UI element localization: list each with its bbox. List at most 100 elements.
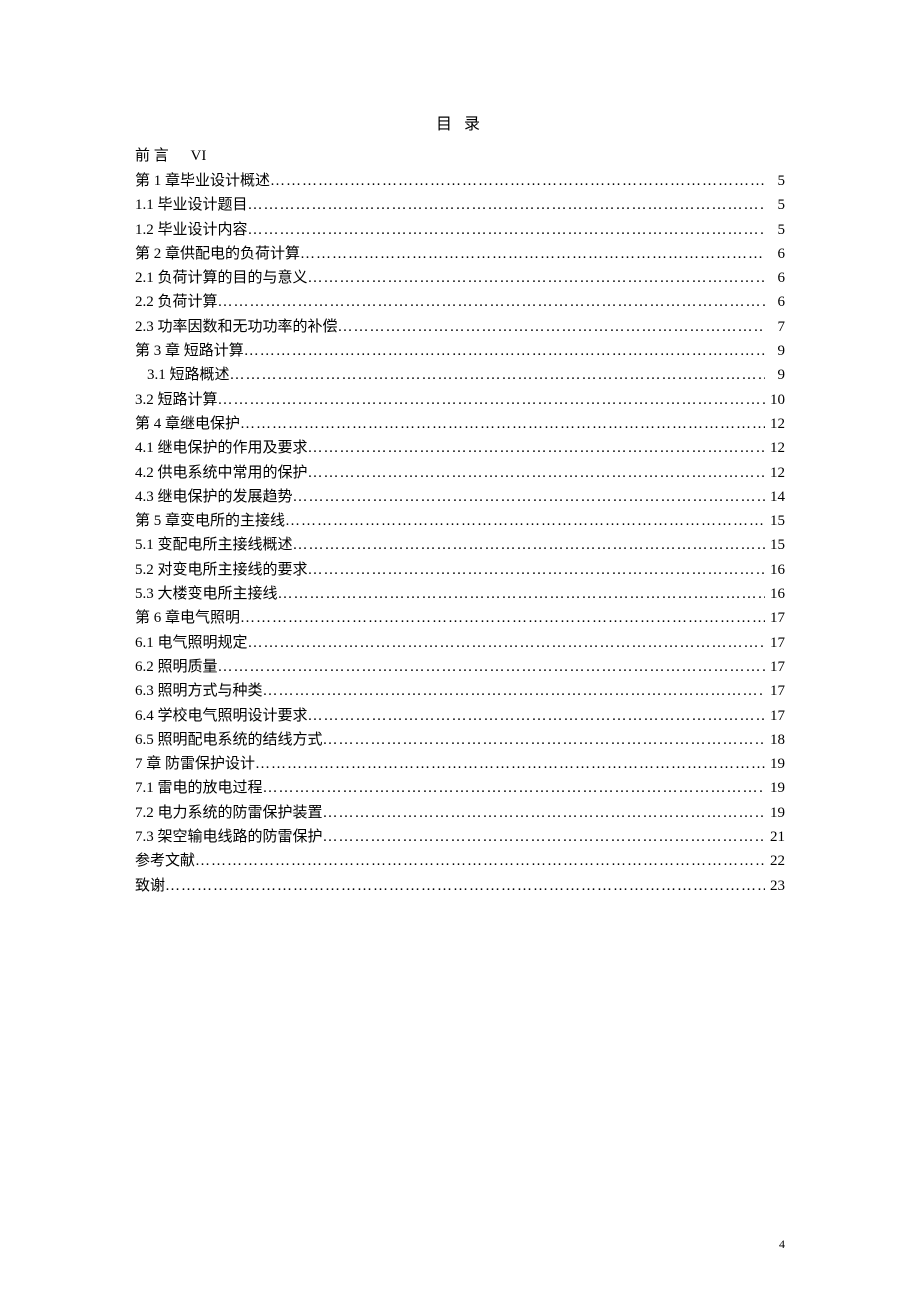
toc-entry: 2.3 功率因数和无功功率的补偿7 [135, 315, 785, 339]
toc-dots [248, 218, 765, 242]
toc-entry: 6.3 照明方式与种类17 [135, 679, 785, 703]
toc-dots [323, 728, 765, 752]
toc-entry: 致谢 23 [135, 874, 785, 898]
toc-dots [248, 631, 765, 655]
toc-page: 6 [765, 242, 785, 266]
toc-label: 6.5 照明配电系统的结线方式 [135, 728, 323, 752]
toc-page: 6 [765, 290, 785, 314]
toc-entry: 6.1 电气照明规定 17 [135, 631, 785, 655]
toc-entry: 参考文献 22 [135, 849, 785, 873]
toc-dots [270, 169, 765, 193]
toc-label: 1.1 毕业设计题目 [135, 193, 248, 217]
toc-label: 6.2 照明质量 [135, 655, 218, 679]
toc-entries: 第 1 章毕业设计概述51.1 毕业设计题目51.2 毕业设计内容5第 2 章供… [135, 169, 785, 898]
toc-dots [308, 266, 765, 290]
toc-title: 目 录 [135, 110, 785, 134]
toc-entry: 5.2 对变电所主接线的要求16 [135, 558, 785, 582]
toc-page: 17 [765, 631, 785, 655]
toc-label: 4.1 继电保护的作用及要求 [135, 436, 308, 460]
toc-entry: 第 4 章继电保护12 [135, 412, 785, 436]
toc-page: 15 [765, 533, 785, 557]
toc-page: 19 [765, 801, 785, 825]
document-page: 目 录 前 言 VI 第 1 章毕业设计概述51.1 毕业设计题目51.2 毕业… [0, 0, 920, 898]
toc-entry: 7.2 电力系统的防雷保护装置 19 [135, 801, 785, 825]
toc-page: 17 [765, 606, 785, 630]
toc-entry: 6.4 学校电气照明设计要求 17 [135, 704, 785, 728]
toc-dots [240, 412, 765, 436]
toc-label: 6.3 照明方式与种类 [135, 679, 263, 703]
toc-entry: 5.1 变配电所主接线概述 15 [135, 533, 785, 557]
toc-label: 5.1 变配电所主接线概述 [135, 533, 293, 557]
toc-entry: 7 章 防雷保护设计19 [135, 752, 785, 776]
toc-page: 5 [765, 193, 785, 217]
toc-entry: 第 3 章 短路计算 9 [135, 339, 785, 363]
toc-label: 7.3 架空输电线路的防雷保护 [135, 825, 323, 849]
toc-dots [263, 776, 765, 800]
toc-label: 3.1 短路概述 [147, 363, 230, 387]
page-number: 4 [779, 1237, 785, 1252]
toc-page: 9 [765, 363, 785, 387]
toc-dots [255, 752, 765, 776]
toc-page: 23 [765, 874, 785, 898]
toc-label: 6.1 电气照明规定 [135, 631, 248, 655]
toc-entry: 第 2 章供配电的负荷计算 6 [135, 242, 785, 266]
toc-page: 9 [765, 339, 785, 363]
toc-entry: 1.1 毕业设计题目 5 [135, 193, 785, 217]
toc-label: 2.1 负荷计算的目的与意义 [135, 266, 308, 290]
toc-page: 6 [765, 266, 785, 290]
toc-dots [285, 509, 765, 533]
toc-page: 22 [765, 849, 785, 873]
preface-page: VI [191, 148, 207, 165]
toc-label: 参考文献 [135, 849, 195, 873]
toc-page: 5 [765, 218, 785, 242]
toc-entry: 2.2 负荷计算 6 [135, 290, 785, 314]
toc-label: 第 5 章变电所的主接线 [135, 509, 285, 533]
toc-label: 第 1 章毕业设计概述 [135, 169, 270, 193]
toc-dots [323, 825, 765, 849]
toc-label: 4.2 供电系统中常用的保护 [135, 461, 308, 485]
toc-page: 5 [765, 169, 785, 193]
preface-line: 前 言 VI [135, 144, 785, 165]
toc-label: 5.2 对变电所主接线的要求 [135, 558, 308, 582]
toc-dots [300, 242, 765, 266]
toc-page: 16 [765, 582, 785, 606]
preface-label: 前 言 [135, 144, 169, 165]
toc-label: 5.3 大楼变电所主接线 [135, 582, 278, 606]
toc-page: 18 [765, 728, 785, 752]
toc-entry: 2.1 负荷计算的目的与意义 6 [135, 266, 785, 290]
toc-label: 第 3 章 短路计算 [135, 339, 244, 363]
toc-page: 19 [765, 752, 785, 776]
toc-label: 2.2 负荷计算 [135, 290, 218, 314]
toc-label: 致谢 [135, 874, 165, 898]
toc-entry: 4.3 继电保护的发展趋势14 [135, 485, 785, 509]
toc-entry: 3.2 短路计算10 [135, 388, 785, 412]
toc-page: 12 [765, 461, 785, 485]
toc-entry: 3.1 短路概述 9 [135, 363, 785, 387]
toc-dots [338, 315, 765, 339]
toc-entry: 7.1 雷电的放电过程 19 [135, 776, 785, 800]
toc-entry: 4.2 供电系统中常用的保护 12 [135, 461, 785, 485]
toc-dots [293, 533, 765, 557]
toc-dots [165, 874, 765, 898]
toc-page: 15 [765, 509, 785, 533]
toc-dots [278, 582, 765, 606]
toc-page: 17 [765, 704, 785, 728]
toc-dots [263, 679, 765, 703]
toc-label: 第 2 章供配电的负荷计算 [135, 242, 300, 266]
toc-page: 12 [765, 412, 785, 436]
toc-page: 19 [765, 776, 785, 800]
toc-page: 12 [765, 436, 785, 460]
toc-page: 7 [765, 315, 785, 339]
toc-entry: 5.3 大楼变电所主接线 16 [135, 582, 785, 606]
toc-entry: 第 1 章毕业设计概述 5 [135, 169, 785, 193]
toc-entry: 6.2 照明质量17 [135, 655, 785, 679]
toc-dots [244, 339, 765, 363]
toc-label: 4.3 继电保护的发展趋势 [135, 485, 293, 509]
toc-dots [218, 655, 765, 679]
toc-label: 3.2 短路计算 [135, 388, 218, 412]
toc-dots [230, 363, 765, 387]
toc-label: 7.1 雷电的放电过程 [135, 776, 263, 800]
toc-dots [308, 461, 765, 485]
toc-label: 7.2 电力系统的防雷保护装置 [135, 801, 323, 825]
toc-label: 6.4 学校电气照明设计要求 [135, 704, 308, 728]
